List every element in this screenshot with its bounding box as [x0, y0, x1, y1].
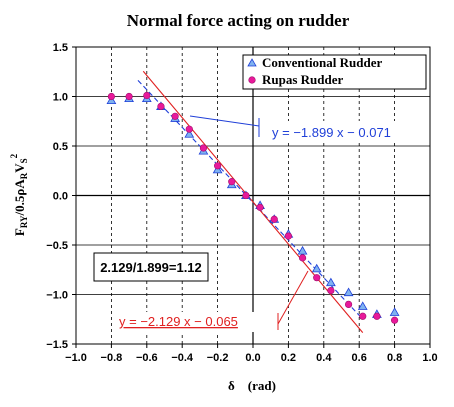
y-tick-label: 1.5 [53, 42, 68, 54]
grid-lines [76, 47, 430, 344]
fit-line-rupas [142, 70, 364, 333]
ratio-box [93, 252, 209, 282]
point-conventional [325, 277, 336, 287]
fit-line-conventional [137, 79, 364, 320]
point-rupas [359, 312, 367, 320]
point-rupas [125, 92, 133, 101]
x-axis-label: δ (rad) [228, 378, 276, 393]
blue-fit-annotation: y = −1.899 x − 0.071 [189, 115, 426, 143]
point-rupas [391, 316, 399, 324]
x-tick-label: −0.8 [101, 352, 123, 364]
legend-marker-conventional [247, 58, 257, 67]
legend-marker-rupas [248, 76, 256, 84]
x-tick-label: −0.4 [171, 352, 194, 364]
x-tick-label: 1.0 [422, 352, 437, 364]
point-rupas [270, 215, 278, 223]
x-tick-label: 0.2 [281, 352, 296, 364]
red-equation-box [116, 312, 266, 332]
y-tick-label: −1.5 [46, 339, 68, 351]
point-rupas [199, 144, 208, 152]
red-leader-line [277, 270, 309, 325]
legend-label-rupas: Rupas Rudder [262, 72, 344, 87]
red-fit-annotation: y = −2.129 x − 0.065 [116, 270, 309, 332]
ratio-annotation: 2.129/1.899=1.12 [93, 252, 209, 282]
point-rupas [214, 162, 222, 170]
y-tick-label: −1.0 [46, 290, 68, 302]
point-rupas [157, 102, 165, 110]
legend-box [242, 54, 427, 90]
y-tick-label: 0.5 [53, 141, 68, 153]
point-rupas [242, 191, 250, 200]
point-conventional [389, 307, 400, 316]
legend: Conventional Rudder Rupas Rudder [242, 54, 427, 90]
point-rupas [171, 112, 179, 120]
point-rupas [143, 91, 151, 100]
ratio-label: 2.129/1.899=1.12 [100, 260, 202, 275]
red-equation-label: y = −2.129 x − 0.065 [119, 314, 238, 329]
point-rupas [256, 203, 264, 211]
x-tick-label: −0.2 [207, 352, 229, 364]
x-tick-label: 0.0 [245, 352, 260, 364]
point-rupas [107, 92, 115, 101]
chart-title: Normal force acting on rudder [127, 11, 350, 30]
point-conventional [357, 301, 368, 310]
point-rupas [344, 300, 353, 309]
blue-leader-line [189, 115, 260, 127]
blue-equation-label: y = −1.899 x − 0.071 [272, 125, 391, 140]
point-rupas [313, 274, 321, 282]
x-tick-label: −0.6 [136, 352, 158, 364]
data-points [106, 91, 400, 324]
y-tick-label: 0.0 [53, 191, 68, 203]
point-rupas [373, 312, 381, 320]
x-tick-label: 0.6 [352, 352, 367, 364]
x-tick-label: −1.0 [65, 352, 87, 364]
y-tick-label: −0.5 [46, 240, 68, 252]
x-tick-label: 0.4 [316, 352, 332, 364]
point-conventional [184, 129, 195, 138]
point-rupas [228, 178, 236, 186]
point-conventional [311, 263, 322, 273]
point-rupas [298, 254, 307, 262]
y-tick-labels: 1.5 1.0 0.5 0.0 −0.5 −1.0 −1.5 [46, 42, 76, 351]
point-rupas [185, 125, 193, 133]
point-conventional [297, 245, 308, 255]
fit-lines [137, 70, 364, 333]
y-axis-label: FRY/0.5ρARVS2 [9, 153, 29, 236]
point-rupas [284, 232, 293, 240]
legend-label-conventional: Conventional Rudder [262, 55, 382, 70]
y-tick-label: 1.0 [53, 92, 68, 104]
point-conventional [343, 287, 354, 297]
x-tick-labels: −1.0 −0.8 −0.6 −0.4 −0.2 0.0 0.2 0.4 0.6 0.8 1.0 [65, 344, 438, 364]
point-rupas [327, 286, 335, 295]
blue-equation-box [266, 121, 426, 143]
x-tick-label: 0.8 [387, 352, 402, 364]
